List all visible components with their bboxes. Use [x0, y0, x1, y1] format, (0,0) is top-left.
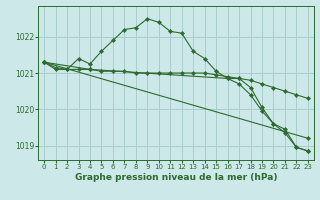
X-axis label: Graphe pression niveau de la mer (hPa): Graphe pression niveau de la mer (hPa) — [75, 173, 277, 182]
